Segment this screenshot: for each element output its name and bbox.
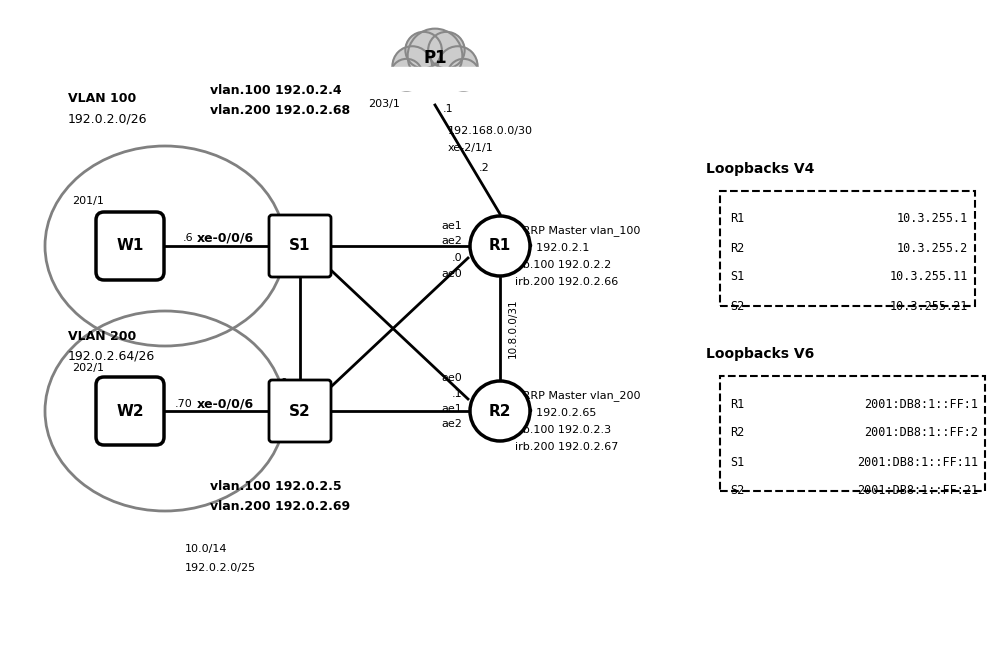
Text: vlan.100 192.0.2.4: vlan.100 192.0.2.4 xyxy=(210,85,342,98)
Text: ae1: ae1 xyxy=(441,404,462,414)
Text: irb.200 192.0.2.66: irb.200 192.0.2.66 xyxy=(515,277,618,287)
Text: Loopbacks V6: Loopbacks V6 xyxy=(706,347,814,361)
Text: ae2: ae2 xyxy=(305,266,326,276)
Circle shape xyxy=(391,59,422,90)
Text: 2001:DB8:1::FF:2: 2001:DB8:1::FF:2 xyxy=(864,426,978,439)
Text: vlan.200 192.0.2.69: vlan.200 192.0.2.69 xyxy=(210,499,350,512)
Text: xe-2/1/1: xe-2/1/1 xyxy=(448,143,494,153)
Bar xyxy=(386,67,484,90)
Circle shape xyxy=(392,47,432,86)
Text: .6: .6 xyxy=(182,233,193,243)
FancyBboxPatch shape xyxy=(96,212,164,280)
Text: ae2: ae2 xyxy=(441,419,462,429)
Text: xe-0/0/6: xe-0/0/6 xyxy=(197,231,254,244)
FancyBboxPatch shape xyxy=(269,380,331,442)
FancyBboxPatch shape xyxy=(96,377,164,445)
Text: 202/1: 202/1 xyxy=(72,363,104,373)
Text: ae0: ae0 xyxy=(267,378,288,388)
Text: vlan.100 192.0.2.5: vlan.100 192.0.2.5 xyxy=(210,479,342,492)
Text: S1: S1 xyxy=(730,271,744,284)
Text: R2: R2 xyxy=(730,242,744,255)
Text: ae0: ae0 xyxy=(267,266,288,276)
Text: S1: S1 xyxy=(730,455,744,468)
Text: vlan.200 192.0.2.68: vlan.200 192.0.2.68 xyxy=(210,105,350,118)
Text: 2001:DB8:1::FF:1: 2001:DB8:1::FF:1 xyxy=(864,397,978,410)
Text: VLAN 100: VLAN 100 xyxy=(68,92,136,105)
Circle shape xyxy=(438,47,478,86)
Text: 201/1: 201/1 xyxy=(72,196,104,206)
Text: 192.168.0.0/30: 192.168.0.0/30 xyxy=(448,126,533,136)
Text: R2: R2 xyxy=(489,404,511,419)
Text: ae0: ae0 xyxy=(441,269,462,279)
Text: ae2: ae2 xyxy=(308,409,329,419)
Text: VRRP Master vlan_200: VRRP Master vlan_200 xyxy=(515,391,640,401)
Text: R1: R1 xyxy=(730,397,744,410)
Circle shape xyxy=(448,59,479,90)
Text: 10.3.255.21: 10.3.255.21 xyxy=(890,300,968,313)
Text: S1: S1 xyxy=(289,238,311,253)
Text: irb.100 192.0.2.2: irb.100 192.0.2.2 xyxy=(515,260,611,270)
Text: VRRP Master vlan_100: VRRP Master vlan_100 xyxy=(515,225,640,236)
Text: irb.100 192.0.2.3: irb.100 192.0.2.3 xyxy=(515,425,611,435)
Text: VIP 192.0.2.1: VIP 192.0.2.1 xyxy=(515,243,589,253)
Circle shape xyxy=(470,216,530,276)
Text: .70: .70 xyxy=(175,399,193,409)
Text: 10.0/14: 10.0/14 xyxy=(185,544,228,554)
Text: R1: R1 xyxy=(730,213,744,225)
Text: 192.0.2.0/25: 192.0.2.0/25 xyxy=(185,563,256,573)
Text: P1: P1 xyxy=(423,48,447,67)
Text: ae1: ae1 xyxy=(308,391,329,401)
Bar xyxy=(720,191,975,306)
Text: ae0: ae0 xyxy=(441,373,462,383)
Text: S2: S2 xyxy=(730,484,744,497)
Text: R1: R1 xyxy=(489,238,511,253)
Circle shape xyxy=(405,32,442,68)
Text: VLAN 200: VLAN 200 xyxy=(68,329,136,342)
Text: 2001:DB8:1::FF:11: 2001:DB8:1::FF:11 xyxy=(857,455,978,468)
Text: 10.8.0.0/31: 10.8.0.0/31 xyxy=(508,298,518,358)
Text: ae2: ae2 xyxy=(441,236,462,246)
FancyBboxPatch shape xyxy=(269,215,331,277)
Text: VIP 192.0.2.65: VIP 192.0.2.65 xyxy=(515,408,596,418)
Text: W1: W1 xyxy=(116,238,144,253)
Text: ae1: ae1 xyxy=(308,226,329,236)
Text: 192.0.2.64/26: 192.0.2.64/26 xyxy=(68,349,155,362)
Text: 203/1: 203/1 xyxy=(368,99,400,109)
Text: .0: .0 xyxy=(451,253,462,263)
Text: ae1: ae1 xyxy=(441,221,462,231)
Text: irb.200 192.0.2.67: irb.200 192.0.2.67 xyxy=(515,442,618,452)
Text: xe-0/0/6: xe-0/0/6 xyxy=(197,397,254,410)
Text: S2: S2 xyxy=(730,300,744,313)
Circle shape xyxy=(470,381,530,441)
Text: 2001:DB8:1::FF:21: 2001:DB8:1::FF:21 xyxy=(857,484,978,497)
Bar xyxy=(720,376,985,491)
Text: 10.3.255.11: 10.3.255.11 xyxy=(890,271,968,284)
Text: Loopbacks V4: Loopbacks V4 xyxy=(706,162,814,176)
Text: 10.3.255.2: 10.3.255.2 xyxy=(897,242,968,255)
Text: .1: .1 xyxy=(451,389,462,399)
Circle shape xyxy=(428,32,465,68)
Text: .2: .2 xyxy=(479,163,490,173)
Text: R2: R2 xyxy=(730,426,744,439)
Text: 10.3.255.1: 10.3.255.1 xyxy=(897,213,968,225)
Text: 192.0.2.0/26: 192.0.2.0/26 xyxy=(68,112,148,125)
Text: W2: W2 xyxy=(116,404,144,419)
Circle shape xyxy=(408,28,462,83)
Text: .1: .1 xyxy=(443,104,454,114)
Text: S2: S2 xyxy=(289,404,311,419)
